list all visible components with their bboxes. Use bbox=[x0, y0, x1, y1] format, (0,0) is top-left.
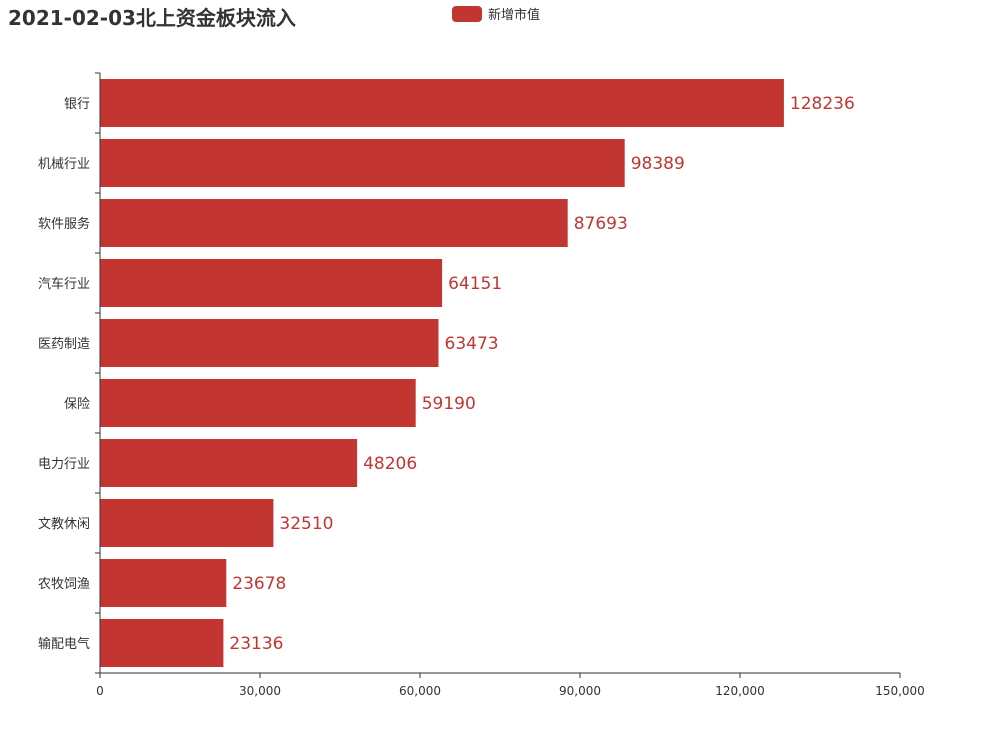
bars-group bbox=[100, 79, 784, 667]
x-tick-label-5: 150,000 bbox=[875, 684, 925, 698]
bar-9[interactable] bbox=[100, 619, 224, 667]
bar-4[interactable] bbox=[100, 319, 439, 367]
x-tick-label-0: 0 bbox=[96, 684, 104, 698]
chart-title: 2021-02-03北上资金板块流入 bbox=[8, 6, 296, 30]
legend-swatch bbox=[452, 5, 482, 22]
category-label-1: 机械行业 bbox=[38, 157, 90, 172]
data-label-2: 87693 bbox=[574, 214, 628, 234]
bar-2[interactable] bbox=[100, 199, 568, 247]
x-tick-label-3: 90,000 bbox=[559, 684, 601, 698]
category-label-2: 软件服务 bbox=[38, 216, 90, 232]
data-label-6: 48206 bbox=[363, 454, 417, 474]
category-label-7: 文教休闲 bbox=[38, 516, 90, 532]
axes-group: 0 30,000 60,000 90,000 120,000 150,000 bbox=[95, 72, 925, 698]
bar-6[interactable] bbox=[100, 439, 358, 487]
data-label-0: 128236 bbox=[790, 94, 855, 114]
bar-8[interactable] bbox=[100, 559, 227, 607]
bar-3[interactable] bbox=[100, 259, 443, 307]
bar-7[interactable] bbox=[100, 499, 274, 547]
data-label-4: 63473 bbox=[445, 334, 499, 354]
bar-5[interactable] bbox=[100, 379, 416, 427]
category-label-6: 电力行业 bbox=[38, 457, 90, 472]
data-label-3: 64151 bbox=[448, 274, 502, 294]
data-label-9: 23136 bbox=[229, 634, 283, 654]
x-tick-label-1: 30,000 bbox=[239, 684, 281, 698]
category-label-3: 汽车行业 bbox=[38, 276, 90, 292]
legend[interactable]: 新增市值 bbox=[452, 4, 540, 23]
category-label-4: 医药制造 bbox=[38, 337, 90, 352]
category-label-9: 输配电气 bbox=[38, 636, 90, 652]
category-label-8: 农牧饲渔 bbox=[38, 577, 90, 592]
legend-label: 新增市值 bbox=[488, 8, 541, 23]
data-label-7: 32510 bbox=[279, 514, 333, 534]
data-label-1: 98389 bbox=[631, 154, 685, 174]
category-label-5: 保险 bbox=[64, 397, 90, 412]
labels-group: 128236 银行 98389 机械行业 87693 软件服务 64151 汽车行业 63473… bbox=[38, 94, 855, 654]
x-tick-label-4: 120,000 bbox=[715, 684, 765, 698]
x-tick-label-2: 60,000 bbox=[399, 684, 441, 698]
data-label-8: 23678 bbox=[232, 574, 286, 594]
category-label-0: 银行 bbox=[64, 97, 90, 112]
data-label-5: 59190 bbox=[422, 394, 476, 414]
bar-0[interactable] bbox=[100, 79, 784, 127]
bar-1[interactable] bbox=[100, 139, 625, 187]
